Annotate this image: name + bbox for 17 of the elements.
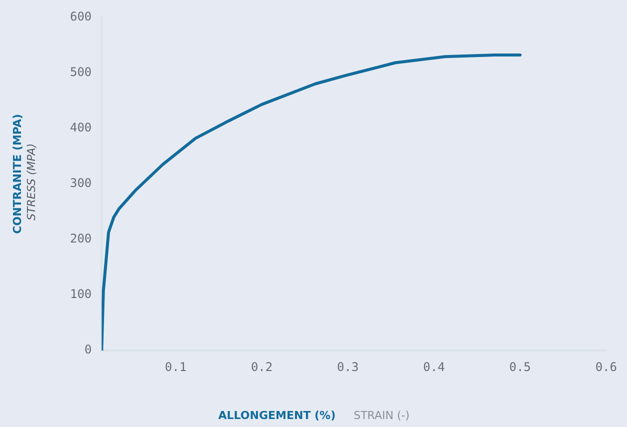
text: STRAIN (-) bbox=[354, 408, 410, 422]
x-axis-title: ALLONGEMENT (%) bbox=[218, 408, 336, 422]
x-tick-label: 0.2 bbox=[250, 360, 273, 374]
y-axis-title: CONTRANITE (MPA) bbox=[10, 114, 24, 234]
x-tick-label: 0.5 bbox=[509, 360, 531, 374]
text: STRESS (MPA) bbox=[24, 143, 38, 220]
x-tick-label: 0.6 bbox=[595, 360, 618, 374]
y-tick-label: 300 bbox=[70, 176, 92, 190]
x-tick-label: 0.4 bbox=[423, 360, 445, 374]
y-tick-label: 500 bbox=[70, 64, 92, 79]
y-tick-label: 600 bbox=[70, 9, 92, 24]
y-tick-label: 400 bbox=[70, 120, 92, 134]
x-tick-label: 0.1 bbox=[164, 360, 187, 374]
y-tick-label: 100 bbox=[70, 287, 92, 302]
y-tick-label: 0 bbox=[84, 342, 92, 357]
x-tick-label: 0.3 bbox=[337, 360, 359, 374]
y-tick-label: 200 bbox=[70, 232, 92, 246]
